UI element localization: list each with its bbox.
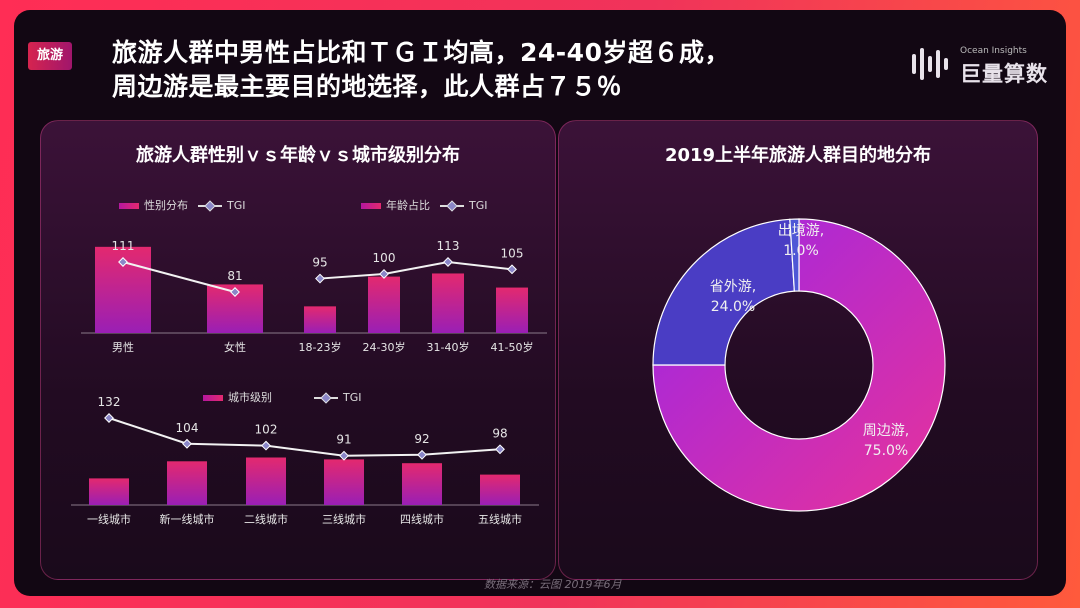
city-tgi-label: 98 [492, 426, 507, 440]
age-bar [432, 273, 464, 333]
tgi-legend-line-icon [198, 205, 222, 207]
gender-legend: 性别分布 TGI [119, 197, 246, 213]
logo-english: Ocean Insights [960, 46, 1027, 56]
headline-line-1: 旅游人群中男性占比和ＴＧＩ均高，24-40岁超６成， [112, 38, 730, 67]
data-source: 数据来源：云图 2019年6月 [484, 578, 622, 591]
gender-tgi-label: 111 [112, 239, 135, 253]
city-tgi-point [339, 450, 349, 461]
age-tgi-label: 95 [312, 256, 327, 270]
city-tgi-legend-label: TGI [343, 391, 362, 404]
destination-panel: 2019上半年旅游人群目的地分布 周边游, 75.0% 省外游, 24.0% 出境游, 1… [558, 120, 1038, 580]
city-tgi-label: 104 [176, 421, 199, 435]
age-bar [496, 287, 528, 333]
city-bar [167, 461, 207, 505]
demographics-panel: 旅游人群性别ｖｓ年龄ｖｓ城市级别分布 性别分布 TGI 年龄占比 TGI 城市级别 T… [40, 120, 556, 580]
donut-slice-overseas [789, 218, 800, 292]
gender-category-label: 男性 [112, 340, 134, 354]
gender-legend-label: 性别分布 [144, 199, 188, 212]
tgi-legend-line-icon [314, 397, 338, 399]
city-legend: 城市级别 TGI [203, 389, 362, 405]
city-tgi-label: 132 [98, 395, 121, 409]
city-category-label: 二线城市 [244, 512, 288, 526]
gender-tgi-point [230, 287, 240, 297]
donut-chart-svg: 周边游, 75.0% 省外游, 24.0% 出境游, 1.0% [652, 218, 946, 512]
city-tgi-point [261, 440, 271, 451]
city-bar [402, 463, 442, 505]
city-category-label: 五线城市 [478, 512, 522, 526]
age-bar [304, 306, 336, 333]
city-bar [89, 478, 129, 505]
age-legend: 年龄占比 TGI [361, 197, 488, 213]
city-tgi-line [108, 417, 501, 457]
slide-frame: 旅游 旅游人群中男性占比和ＴＧＩ均高，24-40岁超６成， 周边游是最主要目的地… [14, 10, 1066, 596]
city-category-label: 一线城市 [87, 512, 131, 526]
city-tgi-point [417, 449, 427, 460]
age-tgi-legend-label: TGI [469, 199, 488, 212]
age-category-label: 31-40岁 [427, 340, 470, 354]
logo-bars-icon [912, 48, 948, 80]
city-tgi-point [104, 413, 114, 423]
category-tag: 旅游 [28, 42, 72, 70]
age-tgi-point [443, 257, 453, 267]
age-tgi-label: 113 [437, 239, 460, 253]
donut-slice-domestic [652, 218, 795, 366]
headline: 旅游人群中男性占比和ＴＧＩ均高，24-40岁超６成， 周边游是最主要目的地选择，… [112, 36, 730, 104]
age-tgi-label: 100 [373, 251, 396, 265]
gender-tgi-point [118, 257, 128, 267]
donut-category-label: 出境游, [778, 223, 824, 239]
donut-value-label: 24.0% [711, 299, 755, 315]
gender-category-label: 女性 [224, 340, 246, 354]
city-tgi-label: 92 [414, 432, 429, 446]
left-panel-title: 旅游人群性别ｖｓ年龄ｖｓ城市级别分布 [136, 145, 460, 166]
headline-line-2: 周边游是最主要目的地选择，此人群占７５％ [112, 72, 623, 101]
city-category-label: 四线城市 [400, 512, 444, 526]
city-legend-swatch [203, 395, 223, 401]
city-bar [246, 457, 286, 505]
age-tgi-point [379, 269, 389, 279]
age-category-label: 18-23岁 [299, 340, 342, 354]
city-category-label: 新一线城市 [160, 512, 215, 526]
gender-tgi-legend-label: TGI [227, 199, 246, 212]
age-category-label: 41-50岁 [491, 340, 534, 354]
left-charts-svg: 男性 女性 111 81 18-23岁 24-30岁 31-40岁 41-50岁 95 100 11… [71, 239, 547, 526]
gender-tgi-label: 81 [227, 269, 242, 283]
logo-chinese: 巨量算数 [960, 62, 1048, 86]
gender-tgi-line [122, 261, 236, 293]
city-tgi-label: 102 [255, 423, 278, 437]
donut-value-label: 1.0% [783, 243, 819, 259]
right-panel-title: 2019上半年旅游人群目的地分布 [664, 145, 932, 166]
age-legend-swatch [361, 203, 381, 209]
city-tgi-point [182, 438, 192, 449]
age-legend-label: 年龄占比 [386, 199, 430, 212]
donut-value-label: 75.0% [864, 443, 908, 459]
age-tgi-label: 105 [501, 246, 524, 260]
donut-slice-local [652, 218, 946, 512]
city-category-label: 三线城市 [322, 512, 366, 526]
city-tgi-point [495, 444, 505, 455]
age-tgi-point [507, 264, 517, 275]
age-category-label: 24-30岁 [363, 340, 406, 354]
donut-category-label: 周边游, [863, 423, 909, 439]
tgi-legend-line-icon [440, 205, 464, 207]
city-bar [324, 459, 364, 505]
donut-category-label: 省外游, [710, 279, 756, 295]
city-legend-label: 城市级别 [228, 391, 272, 404]
city-tgi-label: 91 [336, 433, 351, 447]
city-bar [480, 474, 520, 505]
gender-legend-swatch [119, 203, 139, 209]
age-tgi-point [315, 273, 325, 284]
age-bar [368, 276, 400, 333]
age-tgi-line [319, 260, 513, 280]
